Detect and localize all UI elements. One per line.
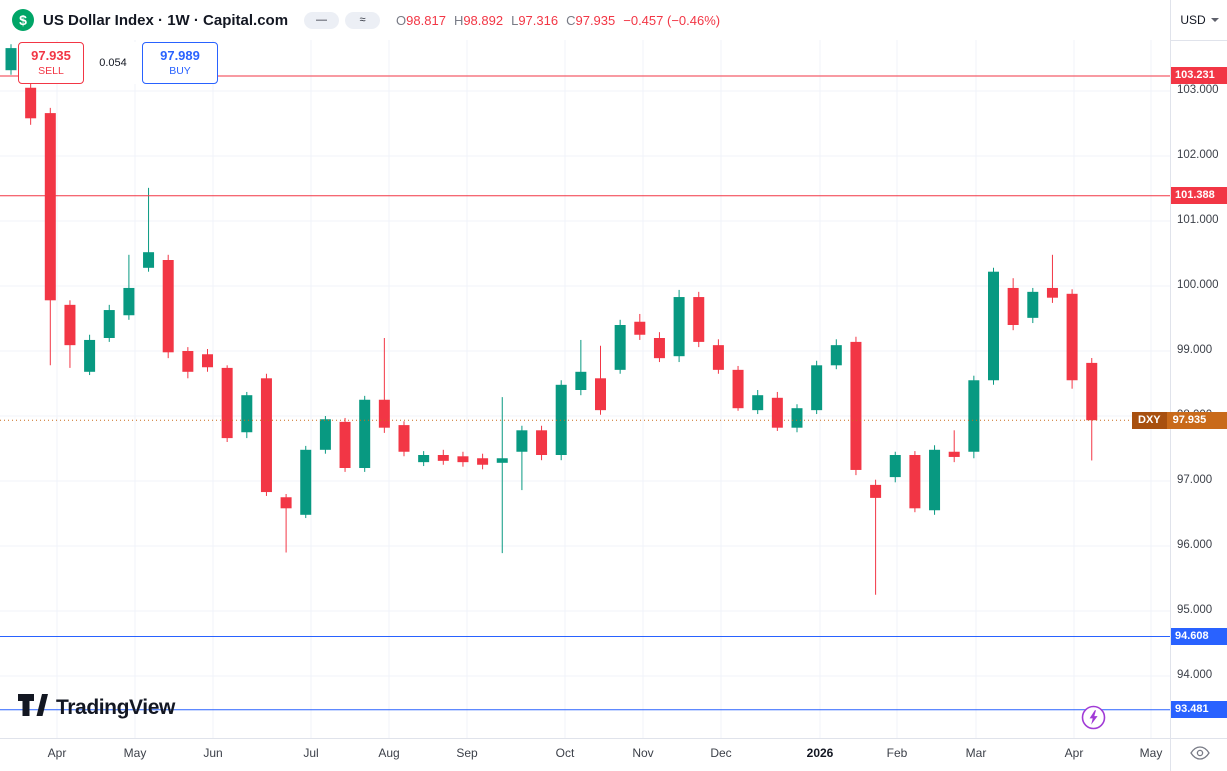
price-axis[interactable]: 103.000 102.000 101.000 100.000 99.000 98.000… [1170,0,1227,738]
price-tick-label: 99.000 [1177,344,1213,356]
ohlc-values: O98.817 H98.892 L97.316 C97.935 [396,13,623,28]
currency-label: USD [1180,13,1206,27]
time-axis-label: Apr [1064,746,1084,760]
ohlc-item: O98.817 [396,12,446,28]
time-axis-label: Feb [886,746,908,760]
buy-price: 97.989 [160,48,200,64]
axis-corner [1170,738,1227,771]
spread-value: 0.054 [99,57,127,69]
price-tick-label: 100.000 [1177,279,1219,291]
time-axis-label: Sep [456,746,478,760]
time-axis-label: Mar [965,746,987,760]
currency-dropdown[interactable]: USD [1170,0,1227,41]
time-axis-label: Dec [710,746,732,760]
price-tick-label: 102.000 [1177,149,1219,161]
time-axis-label: Jun [203,746,223,760]
sell-price: 97.935 [31,48,71,64]
symbol-title[interactable]: US Dollar Index · 1W · Capital.com [43,11,289,29]
tradingview-logo[interactable]: TradingView [18,692,175,723]
minus-chip-icon[interactable]: — [304,11,340,29]
price-change: −0.457 (−0.46%) [623,12,721,28]
ohlc-item: C97.935 [566,12,616,28]
price-tick-label: 94.000 [1177,669,1213,681]
flash-icon[interactable] [1081,705,1106,735]
time-axis-label: Nov [632,746,654,760]
price-tick-label: 101.000 [1177,214,1219,226]
time-axis-label: 2026 [806,746,834,760]
ohlc-item: L97.316 [511,12,559,28]
price-tick-label: 103.000 [1177,84,1219,96]
price-tick-label: 97.000 [1177,474,1213,486]
buy-label: BUY [169,64,191,77]
price-tick-label: 96.000 [1177,539,1213,551]
price-tick-label: 95.000 [1177,604,1213,616]
eye-icon[interactable] [1189,745,1210,765]
time-axis-label: May [1139,746,1163,760]
dollar-icon: $ [12,9,34,31]
candlestick-chart[interactable] [0,0,1170,738]
tradingview-logo-text: TradingView [56,695,175,719]
time-axis-label: Oct [555,746,575,760]
time-axis-label: May [123,746,147,760]
ohlc-item: H98.892 [453,12,504,28]
time-axis-label: Apr [47,746,67,760]
wave-chip-icon[interactable]: ≈ [345,11,381,29]
time-axis-label: Jul [303,746,319,760]
sell-label: SELL [38,64,64,77]
time-axis[interactable]: Apr May Jun Jul Aug Sep Oct Nov Dec 2026 Feb Mar Apr… [0,738,1170,771]
buy-button[interactable]: 97.989 BUY [142,42,218,84]
trade-widget: 97.935 SELL 0.054 97.989 BUY [18,42,218,84]
sell-button[interactable]: 97.935 SELL [18,42,84,84]
chart-header: $ US Dollar Index · 1W · Capital.com — ≈… [0,0,1170,40]
chevron-down-icon [1210,18,1219,22]
tradingview-mark-icon [18,692,48,723]
time-axis-label: Aug [378,746,400,760]
price-tick-label: 98.000 [1177,409,1213,421]
